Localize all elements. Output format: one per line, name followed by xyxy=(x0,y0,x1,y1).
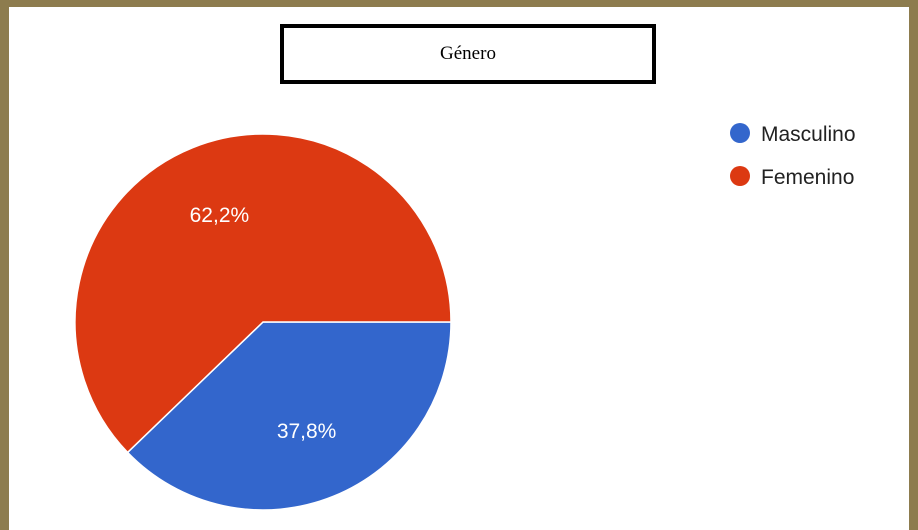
legend-label-masculino: Masculino xyxy=(761,123,856,146)
pie-slices xyxy=(75,134,451,510)
legend-swatch-masculino xyxy=(730,123,750,143)
chart-legend: Masculino Femenino xyxy=(730,123,856,189)
pie-slice-label-masculino: 37,8% xyxy=(277,420,337,443)
pie-slice-label-femenino: 62,2% xyxy=(190,204,250,227)
legend-swatch-femenino xyxy=(730,166,750,186)
legend-label-femenino: Femenino xyxy=(761,166,854,189)
